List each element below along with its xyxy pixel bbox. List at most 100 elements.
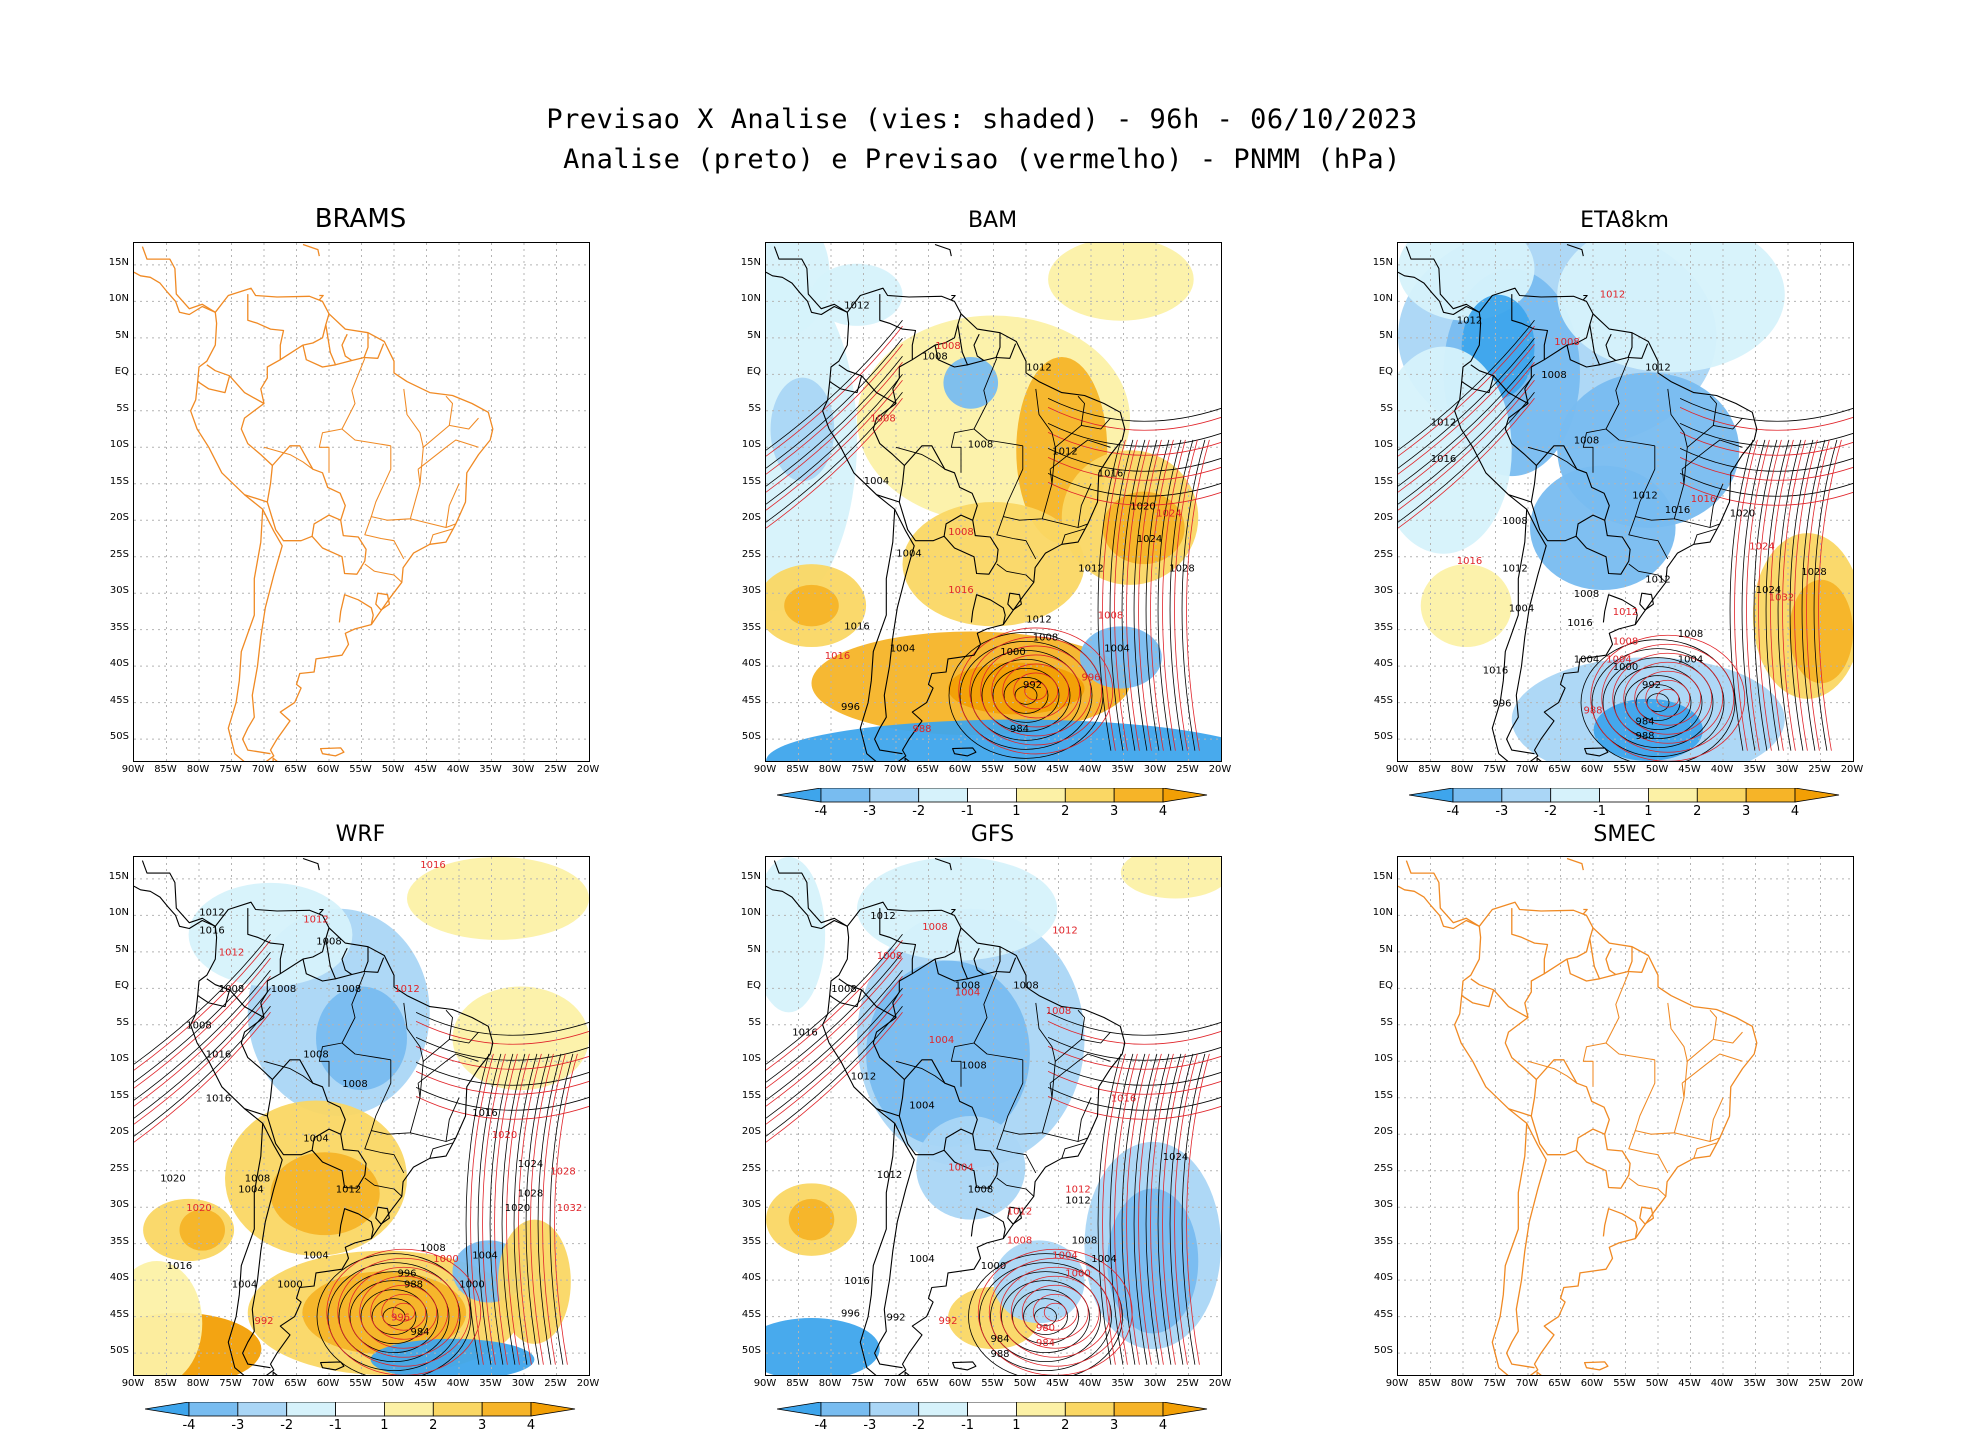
colorbar-segment	[1696, 787, 1747, 803]
isobar-label: 1024	[1163, 1152, 1188, 1163]
isobars	[766, 933, 1221, 1375]
lat-tick-label: EQ	[746, 980, 761, 992]
graticule	[134, 243, 589, 761]
lat-tick-label: 5N	[1379, 943, 1393, 955]
lat-tick-label: 30S	[741, 1199, 761, 1211]
isobar-label: 1008	[316, 937, 341, 948]
isobar-label: 1016	[1111, 1093, 1136, 1104]
lat-tick-label: 40S	[1373, 658, 1393, 670]
isobar-label: 1000	[1613, 662, 1638, 673]
isobar-label: 1008	[1613, 636, 1638, 647]
colorbar-label: -1	[961, 1418, 975, 1433]
lat-tick-label: 5S	[748, 1016, 761, 1028]
isobar-label: 1012	[1457, 315, 1482, 326]
lat-tick-label: 15N	[1372, 870, 1393, 882]
isobar-label: 1004	[472, 1250, 497, 1261]
lat-tick-label: 20S	[1373, 1126, 1393, 1138]
isobar-label: 1028	[1801, 567, 1826, 578]
colorbar-segment	[1113, 787, 1164, 803]
colorbar-label: -2	[912, 804, 926, 819]
isobar-label: 1020	[1730, 509, 1755, 520]
isobar-label: 984	[990, 1334, 1009, 1345]
lon-tick-label: 60W	[948, 1378, 972, 1389]
colorbar-label: -2	[280, 1418, 294, 1433]
colorbar-segment	[384, 1401, 434, 1417]
isobar-label: 1024	[1756, 585, 1781, 596]
lon-tick-label: 40W	[446, 1378, 470, 1389]
lat-tick-label: 5S	[1380, 1016, 1393, 1028]
panel-title: BAM	[967, 208, 1018, 233]
isobar-label: 1008	[1013, 980, 1038, 991]
isobar-label: 996	[1492, 698, 1511, 709]
lat-tick-label: 35S	[741, 621, 761, 633]
lon-tick-label: 50W	[1645, 1378, 1669, 1389]
lon-tick-label: 70W	[251, 764, 275, 775]
lon-tick-label: 80W	[1450, 764, 1474, 775]
colorbar-segment	[1408, 787, 1454, 803]
lon-tick-label: 75W	[851, 764, 874, 775]
isobar-label: 1008	[1502, 516, 1527, 527]
lat-tick-label: 25S	[1373, 548, 1393, 560]
lon-tick-label: 60W	[316, 1378, 340, 1389]
lon-tick-label: 35W	[1111, 1378, 1134, 1389]
isobar-label: 1008	[336, 984, 361, 995]
isobar-label: 1008	[922, 922, 947, 933]
lon-tick-label: 65W	[1548, 1378, 1571, 1389]
colorbar-segment	[918, 787, 968, 803]
colorbar-segment	[967, 787, 1017, 803]
lat-tick-label: EQ	[1378, 366, 1393, 378]
isobar-label: 1012	[1613, 607, 1638, 618]
isobar-label: 1016	[1691, 494, 1716, 505]
colorbar-segment	[188, 1401, 239, 1417]
isobar-label: 1012	[394, 984, 419, 995]
lon-tick-label: 20W	[1840, 1378, 1864, 1389]
title-line-2: Analise (preto) e Previsao (vermelho) - …	[563, 144, 1401, 175]
lon-tick-label: 80W	[818, 1378, 842, 1389]
colorbar-segment	[335, 1401, 385, 1417]
lon-tick-label: 65W	[1548, 764, 1571, 775]
lon-tick-label: 20W	[576, 764, 600, 775]
isobar-label: 988	[404, 1279, 423, 1290]
isobar-label: 1000	[1000, 647, 1025, 658]
colorbar-label: 3	[1110, 804, 1119, 819]
isobar-label: 1004	[909, 1254, 934, 1265]
isobar-label: 1012	[1078, 563, 1103, 574]
lon-tick-label: 30W	[1775, 1378, 1799, 1389]
lon-tick-label: 80W	[186, 1378, 210, 1389]
isobar-label: 1016	[792, 1028, 817, 1039]
colorbar-label: -4	[182, 1418, 196, 1433]
lon-tick-label: 90W	[1385, 1378, 1409, 1389]
colorbar-label: -4	[814, 1418, 828, 1433]
lat-tick-label: 5N	[115, 943, 129, 955]
lon-tick-label: 80W	[818, 764, 842, 775]
lat-tick-label: 45S	[1373, 694, 1393, 706]
isobar-label: 988	[1635, 731, 1654, 742]
isobar-label: 1012	[1065, 1185, 1090, 1196]
lat-tick-label: 10N	[1372, 907, 1393, 919]
colorbar-segment	[237, 1401, 288, 1417]
lon-tick-label: 65W	[916, 764, 939, 775]
isobar-label: 1008	[968, 1185, 993, 1196]
lon-tick-label: 45W	[414, 764, 437, 775]
lon-tick-label: 55W	[1613, 1378, 1636, 1389]
coastline	[766, 857, 1126, 1375]
panel-title: BRAMS	[314, 204, 407, 234]
lon-tick-label: 80W	[186, 764, 210, 775]
lat-tick-label: 15N	[740, 256, 761, 268]
isobar-label: 1004	[303, 1250, 328, 1261]
lon-tick-label: 55W	[349, 764, 372, 775]
isobar-label: 1008	[1574, 436, 1599, 447]
isobar-label: 1008	[1007, 1236, 1032, 1247]
graticule	[1398, 857, 1853, 1375]
colorbar-segment	[530, 1401, 576, 1417]
isobar-label: 1012	[1052, 926, 1077, 937]
lat-tick-label: 15S	[1373, 475, 1393, 487]
lat-tick-label: 50S	[741, 731, 761, 743]
lon-tick-label: 25W	[1176, 1378, 1199, 1389]
colorbar-segment	[1648, 787, 1698, 803]
isobar-label: 1004	[303, 1134, 328, 1145]
lat-tick-label: 35S	[741, 1235, 761, 1247]
isobar-label: 1016	[1457, 556, 1482, 567]
lat-tick-label: 10N	[108, 907, 129, 919]
map-frame: 1016 1012 1016 1012 1008 1012 1008 1008 1008 1012…	[133, 856, 590, 1376]
